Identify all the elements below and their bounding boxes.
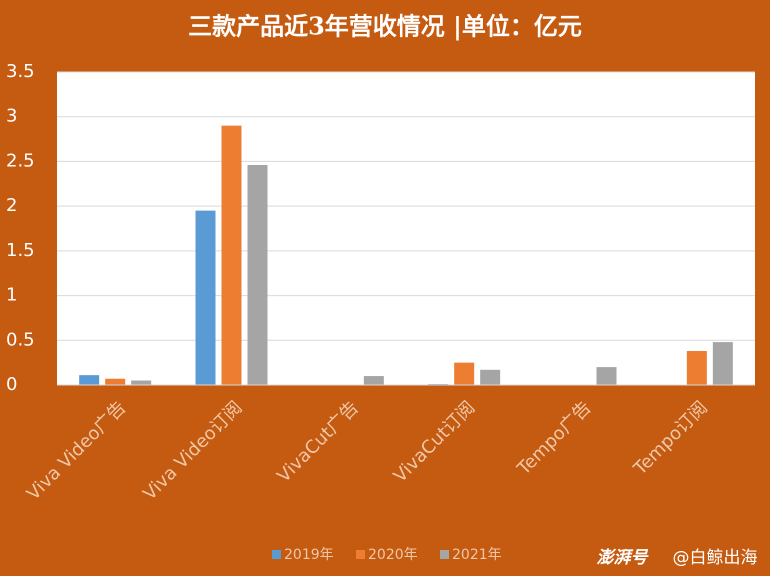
bar bbox=[131, 380, 152, 385]
y-tick-label: 0 bbox=[6, 374, 17, 395]
bar bbox=[79, 375, 100, 385]
bar bbox=[363, 376, 384, 385]
bar bbox=[247, 165, 268, 385]
y-tick-label: 0.5 bbox=[6, 329, 35, 350]
y-tick-label: 1.5 bbox=[6, 240, 35, 261]
legend-label: 2020年 bbox=[368, 547, 418, 563]
chart-title: 三款产品近3年营收情况 |单位：亿元 bbox=[188, 12, 582, 41]
bar bbox=[686, 351, 707, 385]
bar bbox=[596, 367, 617, 385]
legend-swatch bbox=[356, 550, 365, 559]
bar bbox=[105, 378, 126, 385]
y-tick-label: 3.5 bbox=[6, 61, 35, 82]
watermark-account: @白鲸出海 bbox=[673, 548, 758, 568]
y-tick-label: 3 bbox=[6, 106, 17, 127]
watermark-logo: 澎湃号 bbox=[597, 548, 650, 568]
legend-label: 2021年 bbox=[452, 547, 502, 563]
bar bbox=[195, 210, 216, 385]
legend-label: 2019年 bbox=[284, 547, 334, 563]
y-tick-label: 1 bbox=[6, 285, 17, 306]
y-tick-label: 2 bbox=[6, 195, 17, 216]
y-tick-label: 2.5 bbox=[6, 150, 35, 171]
plot-area bbox=[57, 72, 755, 385]
bar bbox=[712, 342, 733, 385]
legend-swatch bbox=[272, 550, 281, 559]
bar bbox=[221, 125, 242, 386]
bar bbox=[480, 369, 501, 385]
legend-swatch bbox=[440, 550, 449, 559]
bar bbox=[454, 362, 475, 385]
